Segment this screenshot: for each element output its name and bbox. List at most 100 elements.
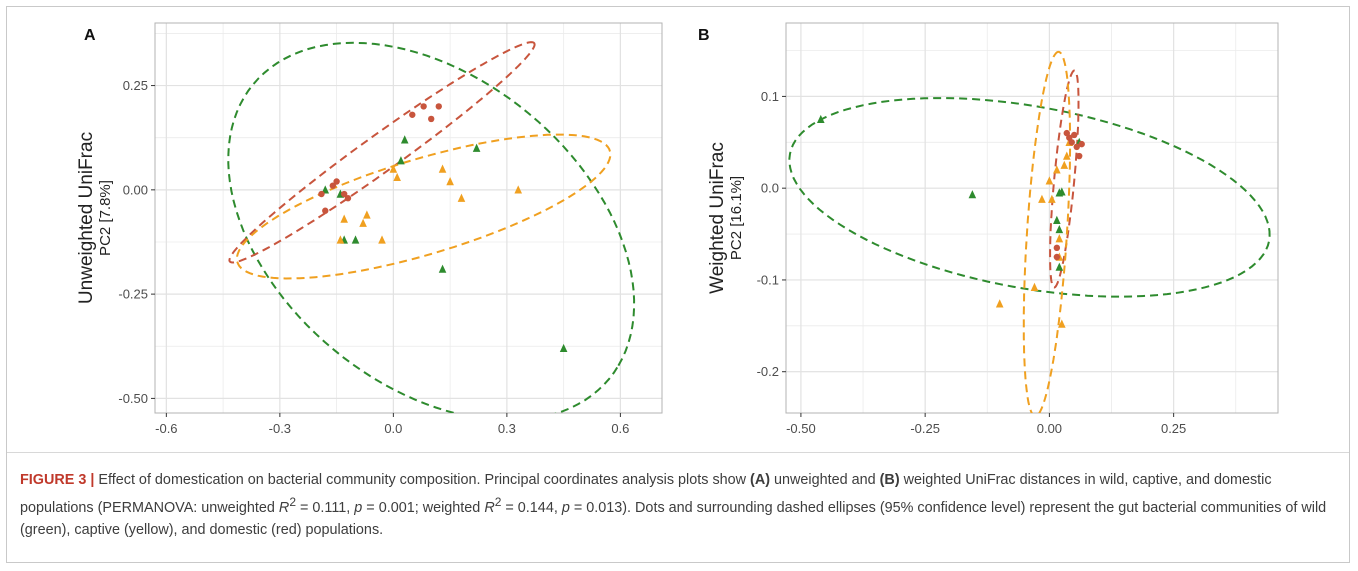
y-tick-label: -0.2 — [757, 364, 779, 379]
caption-p-a: p — [354, 499, 363, 516]
point-wild — [1055, 224, 1064, 234]
x-tick-label: -0.50 — [786, 421, 816, 436]
caption-eq-a: = 0.111, — [296, 499, 355, 516]
y-axis-title-sub: PC2 [16.1%] — [728, 176, 745, 260]
ellipse-wild — [788, 97, 1271, 298]
point-domestic — [318, 190, 325, 198]
x-tick-label: 0.0 — [384, 421, 402, 436]
point-captive — [389, 164, 398, 173]
ellipse-layer — [227, 41, 636, 413]
ellipse-layer — [788, 50, 1271, 413]
caption-r-a: R — [278, 499, 290, 516]
point-wild — [559, 343, 568, 353]
point-captive — [393, 172, 401, 182]
point-captive — [1055, 234, 1064, 243]
y-tick-label: -0.1 — [757, 272, 779, 287]
caption-tag-a: (A) — [750, 472, 771, 488]
figure-caption: FIGURE 3 | Effect of domestication on ba… — [20, 469, 1338, 541]
x-tick-label: -0.6 — [155, 421, 177, 436]
point-wild — [438, 264, 447, 273]
caption-mid2: weighted UniFrac distances in wild, capt… — [20, 472, 1272, 516]
panel-label: B — [698, 27, 710, 44]
point-domestic — [409, 111, 416, 118]
point-captive — [514, 185, 523, 194]
point-domestic — [1076, 152, 1083, 160]
caption-tag-b: (B) — [879, 472, 900, 488]
y-axis-title-main: Weighted UniFrac — [707, 142, 728, 294]
plot-background — [155, 23, 662, 413]
y-tick-label: 0.00 — [123, 182, 148, 197]
y-tick-label: 0.1 — [761, 89, 779, 104]
point-wild — [1053, 215, 1061, 224]
caption-divider — [7, 452, 1349, 453]
plots-canvas: -0.6-0.30.00.30.6-0.50-0.250.000.25PC1 [… — [76, 22, 1279, 436]
point-captive — [378, 235, 386, 244]
y-tick-label: -0.25 — [118, 287, 148, 302]
point-wild — [351, 235, 360, 244]
caption-mid1: unweighted and — [770, 472, 880, 488]
panel-border — [154, 22, 663, 414]
panel-b — [782, 22, 1279, 417]
point-captive — [363, 210, 371, 219]
point-captive — [359, 218, 367, 227]
point-domestic — [1073, 143, 1080, 151]
x-tick-label: 0.3 — [498, 421, 516, 436]
point-captive — [438, 164, 447, 173]
point-domestic — [333, 178, 340, 185]
caption-p-b: p — [561, 499, 570, 516]
point-captive — [1030, 282, 1039, 291]
ellipse-domestic — [1049, 69, 1080, 289]
point-captive — [1062, 151, 1071, 160]
figure-frame — [6, 6, 1350, 563]
point-captive — [995, 299, 1004, 308]
ellipse-captive — [1022, 50, 1072, 413]
panel-label: A — [84, 27, 96, 44]
point-domestic — [435, 103, 442, 110]
caption-r-b: R — [484, 499, 495, 516]
y-tick-label: 0.0 — [761, 181, 779, 196]
caption-eq-pa: = 0.001; weighted — [362, 499, 485, 516]
point-captive — [1058, 319, 1066, 328]
point-domestic — [1071, 131, 1078, 139]
x-tick-label: 0.6 — [611, 421, 629, 436]
x-tick-label: -0.3 — [269, 421, 291, 436]
caption-sup-a: 2 — [289, 495, 296, 509]
point-domestic — [420, 103, 427, 110]
x-tick-label: 0.00 — [1037, 421, 1062, 436]
caption-tail: = 0.013). Dots and surrounding dashed el… — [20, 499, 1327, 538]
point-wild — [472, 143, 481, 152]
ellipse-domestic — [228, 41, 536, 264]
point-captive — [1053, 165, 1061, 174]
x-tick-label: 0.25 — [1161, 421, 1186, 436]
point-captive — [1038, 194, 1046, 203]
x-tick-label: -0.25 — [910, 421, 940, 436]
point-domestic — [329, 182, 337, 189]
point-wild — [400, 135, 409, 144]
point-captive — [457, 193, 466, 202]
point-wild — [968, 190, 977, 199]
y-tick-label: -0.50 — [118, 391, 148, 406]
point-domestic — [340, 190, 348, 198]
point-captive — [1060, 160, 1069, 169]
y-axis-title-main: Unweighted UniFrac — [76, 132, 97, 304]
caption-figure-label: FIGURE 3 | — [20, 472, 95, 488]
point-domestic — [428, 115, 435, 123]
point-captive — [336, 235, 345, 244]
point-wild — [1055, 262, 1064, 271]
point-domestic — [1053, 253, 1061, 261]
point-domestic — [344, 194, 352, 202]
point-captive — [1048, 194, 1056, 203]
point-wild — [1058, 187, 1066, 196]
point-domestic — [1053, 244, 1061, 252]
y-tick-label: 0.25 — [123, 78, 148, 93]
caption-sup-b: 2 — [494, 495, 502, 509]
point-captive — [446, 177, 454, 186]
point-domestic — [1068, 139, 1075, 146]
caption-eq-b: = 0.144, — [501, 499, 562, 516]
point-captive — [1045, 176, 1054, 185]
caption-lead: Effect of domestication on bacterial com… — [94, 472, 751, 488]
panel-a — [151, 22, 663, 417]
point-domestic — [322, 207, 329, 214]
y-axis-title-sub: PC2 [7.8%] — [97, 180, 114, 256]
point-wild — [397, 156, 405, 165]
